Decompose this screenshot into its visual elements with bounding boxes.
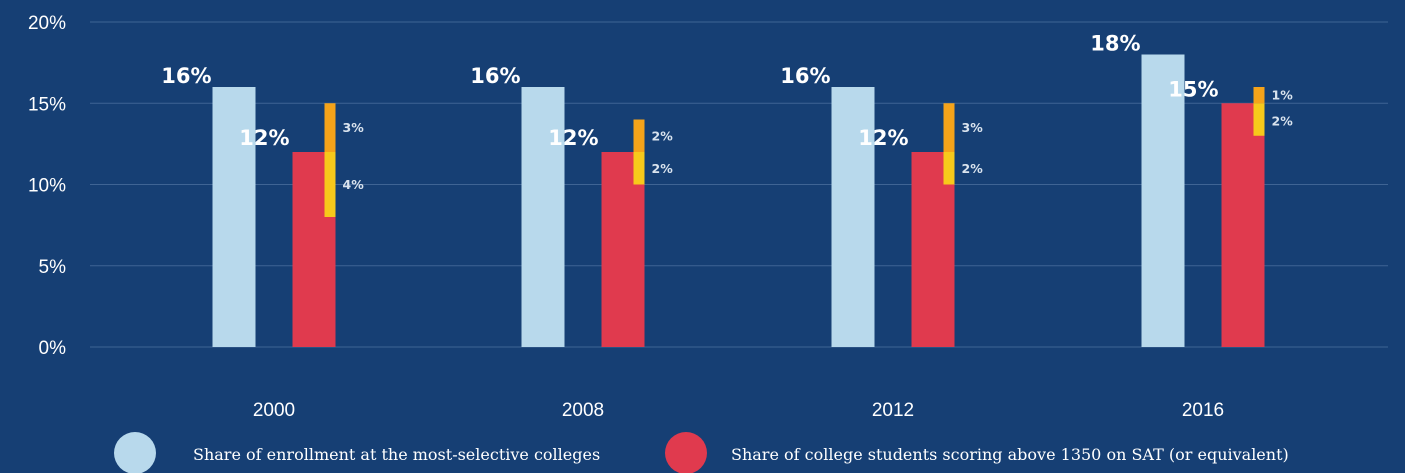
x-axis-category-labels: 2000 2008 2012 2016 xyxy=(253,400,1224,421)
y-tick-label: 10% xyxy=(28,176,66,197)
range-lower-2016 xyxy=(1253,103,1265,136)
data-label-enrollment-2000: 16% xyxy=(161,64,211,88)
range-upper-label-2000: 3% xyxy=(343,120,365,135)
range-upper-2008 xyxy=(633,119,645,152)
bar-enrollment-2000 xyxy=(212,87,256,347)
range-upper-label-2016: 1% xyxy=(1272,88,1294,103)
range-upper-label-2008: 2% xyxy=(652,128,674,143)
legend-label-0: Share of enrollment at the most-selectiv… xyxy=(193,445,600,464)
bar-enrollment-2016 xyxy=(1141,54,1185,347)
legend-swatch-0 xyxy=(114,432,156,473)
legend-swatch-1 xyxy=(665,432,707,473)
data-label-enrollment-2008: 16% xyxy=(470,64,520,88)
range-upper-2012 xyxy=(943,103,955,152)
range-upper-2000 xyxy=(324,103,336,152)
bar-enrollment-2012 xyxy=(831,87,875,347)
range-upper-label-2012: 3% xyxy=(962,120,984,135)
x-category-label: 2016 xyxy=(1182,400,1224,421)
legend-label-1: Share of college students scoring above … xyxy=(731,445,1289,464)
data-label-enrollment-2012: 16% xyxy=(780,64,830,88)
range-lower-label-2008: 2% xyxy=(652,161,674,176)
gridlines xyxy=(90,21,1388,348)
range-lower-label-2000: 4% xyxy=(343,177,365,192)
y-tick-label: 20% xyxy=(28,13,66,34)
y-tick-label: 0% xyxy=(39,338,67,359)
bar-enrollment-2008 xyxy=(521,87,565,347)
legend: Share of enrollment at the most-selectiv… xyxy=(114,432,1289,473)
range-lower-2008 xyxy=(633,152,645,185)
x-category-label: 2008 xyxy=(562,400,604,421)
range-lower-2000 xyxy=(324,152,336,217)
range-lower-2012 xyxy=(943,152,955,185)
y-tick-label: 5% xyxy=(39,257,67,278)
y-tick-label: 15% xyxy=(28,94,66,115)
x-category-label: 2012 xyxy=(872,400,914,421)
bar-sat-2016 xyxy=(1221,103,1265,347)
range-lower-label-2016: 2% xyxy=(1272,113,1294,128)
y-axis-tick-labels: 0% 5% 10% 15% 20% xyxy=(28,13,66,359)
data-label-enrollment-2016: 18% xyxy=(1090,32,1140,56)
data-label-sat-2000: 12% xyxy=(239,126,289,150)
range-lower-label-2012: 2% xyxy=(962,161,984,176)
x-category-label: 2000 xyxy=(253,400,295,421)
data-label-sat-2012: 12% xyxy=(858,126,908,150)
data-label-sat-2016: 15% xyxy=(1168,77,1218,101)
bars xyxy=(212,54,1265,347)
data-labels: 16% 12% 3% 4% 16% 12% 2% 2% 16% 12% 3% 2% 18% 15% 1% 2% xyxy=(161,32,1293,193)
range-upper-2016 xyxy=(1253,87,1265,104)
data-label-sat-2008: 12% xyxy=(548,126,598,150)
